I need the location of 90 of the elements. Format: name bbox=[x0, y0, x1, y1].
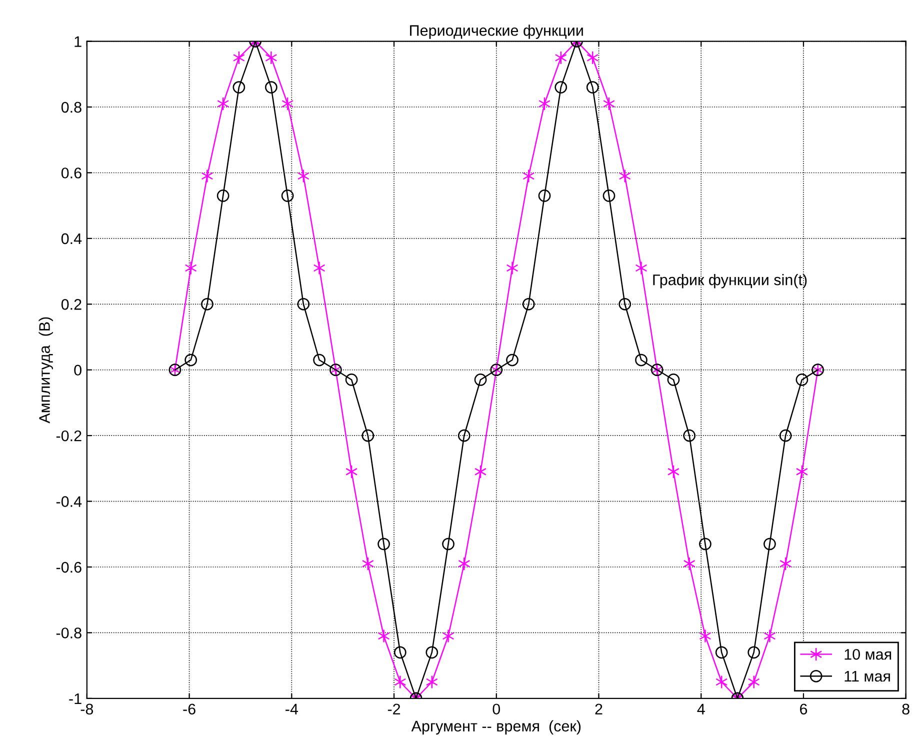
x-tick-label: -8 bbox=[80, 704, 94, 715]
legend-label: 10 мая bbox=[844, 648, 892, 660]
y-tick-label: -1 bbox=[69, 693, 82, 704]
point bbox=[201, 298, 214, 310]
point bbox=[586, 50, 599, 65]
point bbox=[538, 190, 551, 202]
point bbox=[232, 81, 246, 94]
point bbox=[764, 629, 776, 643]
chart-title: Периодические функции bbox=[410, 24, 583, 39]
point bbox=[699, 629, 712, 643]
annotation: График функции sin(t) bbox=[653, 274, 807, 288]
point bbox=[184, 354, 198, 366]
y-tick-label: -0.4 bbox=[56, 496, 82, 507]
y-tick-label: 0.8 bbox=[61, 102, 82, 113]
point bbox=[715, 646, 728, 659]
y-tick-label: -0.2 bbox=[56, 430, 82, 442]
point bbox=[716, 675, 728, 689]
point bbox=[506, 354, 518, 366]
point bbox=[313, 354, 326, 366]
x-tick-label: 6 bbox=[800, 704, 808, 715]
point bbox=[779, 429, 792, 442]
point bbox=[394, 646, 406, 659]
point bbox=[394, 675, 406, 689]
point bbox=[683, 556, 696, 571]
point bbox=[602, 96, 616, 111]
point bbox=[442, 538, 454, 550]
point bbox=[618, 298, 632, 310]
x-tick-label: 0 bbox=[492, 704, 500, 715]
point bbox=[554, 81, 568, 94]
point bbox=[748, 646, 760, 659]
point bbox=[699, 538, 712, 550]
x-tick-label: 2 bbox=[595, 704, 602, 714]
point bbox=[602, 190, 616, 202]
x-tick-label: 4 bbox=[697, 704, 705, 714]
y-tick-label: -0.6 bbox=[56, 562, 82, 573]
point bbox=[780, 556, 792, 571]
y-tick-label: 0.2 bbox=[61, 299, 82, 310]
point bbox=[618, 169, 631, 183]
point bbox=[216, 190, 230, 202]
point bbox=[426, 675, 438, 689]
point bbox=[748, 675, 760, 689]
point bbox=[554, 50, 567, 65]
point bbox=[297, 169, 310, 183]
point bbox=[474, 374, 487, 386]
point bbox=[378, 538, 390, 550]
point bbox=[378, 629, 390, 643]
point bbox=[281, 190, 294, 202]
y-tick-label: 0 bbox=[74, 364, 82, 376]
point bbox=[506, 261, 518, 275]
point bbox=[458, 429, 470, 442]
x-tick-label: 8 bbox=[902, 704, 910, 715]
point bbox=[796, 464, 808, 479]
point bbox=[282, 96, 294, 111]
x-tick-label: -4 bbox=[286, 704, 298, 714]
point bbox=[474, 464, 487, 479]
x-tick-label: -2 bbox=[388, 704, 400, 714]
point bbox=[217, 96, 230, 111]
point bbox=[265, 50, 278, 65]
point bbox=[426, 646, 438, 659]
point bbox=[346, 464, 358, 479]
point bbox=[667, 464, 680, 479]
point bbox=[362, 429, 374, 442]
point bbox=[458, 556, 470, 571]
point bbox=[184, 261, 197, 275]
point bbox=[232, 50, 245, 65]
point bbox=[442, 629, 454, 643]
y-tick-label: 0.4 bbox=[61, 233, 82, 244]
y-tick-label: 0.6 bbox=[61, 168, 82, 178]
legend-label: 11 мая bbox=[844, 671, 890, 682]
point bbox=[635, 354, 648, 366]
point bbox=[265, 81, 278, 94]
point bbox=[635, 261, 648, 275]
y-axis-title: Амплитуда (В) bbox=[38, 317, 53, 424]
point bbox=[683, 429, 696, 442]
point bbox=[586, 81, 599, 94]
point bbox=[345, 374, 358, 386]
x-tick-label: -6 bbox=[183, 704, 196, 715]
y-tick-label: -0.8 bbox=[56, 628, 82, 638]
point bbox=[297, 298, 310, 310]
point bbox=[796, 374, 808, 386]
y-tick-label: 1 bbox=[74, 36, 82, 47]
point bbox=[313, 261, 326, 275]
point bbox=[667, 374, 680, 386]
point bbox=[362, 556, 374, 571]
point bbox=[201, 169, 214, 183]
point bbox=[538, 96, 551, 111]
point bbox=[522, 169, 535, 183]
point bbox=[764, 538, 776, 550]
point bbox=[522, 298, 535, 310]
x-axis-title: Аргумент -- время (сек) bbox=[411, 720, 581, 735]
